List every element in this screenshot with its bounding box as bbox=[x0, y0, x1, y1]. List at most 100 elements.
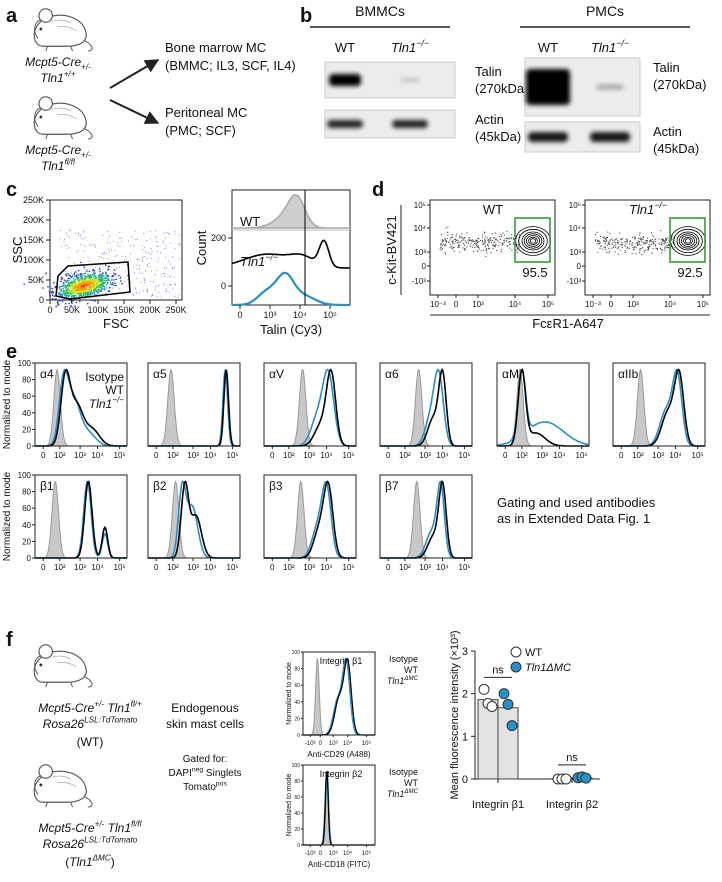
text-segment: Tln1 bbox=[591, 40, 616, 55]
event bbox=[69, 281, 72, 284]
legend-entry: Tln1−/− bbox=[89, 396, 124, 411]
event bbox=[617, 240, 619, 242]
event bbox=[466, 246, 468, 248]
event bbox=[67, 287, 69, 290]
event bbox=[639, 249, 641, 251]
event bbox=[478, 247, 480, 249]
event bbox=[642, 247, 644, 249]
event bbox=[463, 237, 465, 239]
event bbox=[53, 298, 56, 301]
event bbox=[100, 290, 103, 293]
plot-frame bbox=[302, 651, 376, 736]
event bbox=[156, 236, 158, 238]
event bbox=[456, 233, 458, 235]
event bbox=[451, 248, 453, 250]
event bbox=[23, 283, 25, 286]
event bbox=[165, 291, 167, 293]
event bbox=[115, 267, 117, 269]
event bbox=[662, 239, 665, 241]
text-segment: Rosa26 bbox=[43, 717, 85, 731]
event bbox=[164, 273, 166, 275]
event bbox=[93, 293, 96, 295]
tick-label: 10³ bbox=[652, 451, 664, 460]
event bbox=[87, 284, 89, 286]
event bbox=[119, 263, 121, 265]
event bbox=[511, 233, 513, 236]
event bbox=[81, 295, 83, 298]
tick-label: -10³ bbox=[412, 277, 427, 286]
event bbox=[518, 247, 520, 249]
tick-label: 10⁴ bbox=[509, 300, 522, 309]
event bbox=[64, 289, 66, 292]
event bbox=[81, 291, 84, 293]
event bbox=[103, 281, 105, 284]
event bbox=[67, 277, 70, 279]
event bbox=[94, 275, 97, 277]
text-segment: Tln1 bbox=[40, 71, 63, 85]
event bbox=[124, 255, 126, 257]
event bbox=[149, 238, 151, 240]
event bbox=[101, 271, 103, 273]
event bbox=[513, 243, 515, 245]
event bbox=[661, 252, 663, 254]
integrin-label: β2 bbox=[153, 479, 167, 493]
tick-label: 100K bbox=[23, 255, 44, 265]
outcome: (PMC; SCF) bbox=[165, 123, 236, 138]
panel-label: f bbox=[6, 629, 13, 651]
text-segment: Singlets bbox=[203, 768, 241, 779]
event bbox=[88, 279, 91, 281]
tick-label: 10⁵ bbox=[692, 451, 704, 460]
event bbox=[62, 285, 64, 287]
data-point bbox=[506, 720, 518, 732]
event bbox=[117, 242, 119, 244]
event bbox=[607, 231, 609, 233]
event bbox=[95, 246, 97, 248]
event bbox=[112, 275, 115, 277]
event bbox=[97, 270, 99, 272]
band bbox=[400, 78, 420, 82]
tick-label: 0 bbox=[319, 741, 323, 747]
event bbox=[647, 249, 649, 251]
event bbox=[478, 248, 480, 250]
event bbox=[640, 240, 643, 242]
event bbox=[93, 279, 95, 282]
event bbox=[82, 289, 85, 292]
event bbox=[626, 247, 628, 249]
event bbox=[66, 232, 68, 234]
event bbox=[48, 290, 51, 293]
event bbox=[157, 284, 159, 286]
event bbox=[470, 243, 472, 245]
event bbox=[165, 256, 167, 258]
event bbox=[80, 237, 82, 239]
tick-label: 10³ bbox=[263, 310, 276, 320]
event bbox=[440, 233, 442, 235]
event bbox=[104, 277, 107, 279]
event bbox=[59, 291, 61, 293]
event bbox=[75, 301, 78, 304]
text-segment: Rosa26 bbox=[43, 837, 85, 851]
event bbox=[643, 243, 645, 245]
event bbox=[110, 279, 113, 281]
text-segment: Mcpt5-Cre bbox=[38, 701, 94, 715]
event bbox=[659, 247, 662, 250]
event bbox=[650, 239, 652, 241]
event bbox=[484, 241, 486, 244]
event bbox=[104, 252, 106, 254]
event bbox=[103, 277, 106, 279]
event bbox=[92, 273, 95, 276]
axis-label: FcεR1-A647 bbox=[532, 316, 604, 331]
lane-label: WT bbox=[335, 40, 355, 55]
event bbox=[53, 282, 55, 284]
event bbox=[86, 285, 88, 287]
event bbox=[60, 290, 63, 292]
event bbox=[75, 295, 77, 297]
event bbox=[75, 289, 77, 291]
text-segment: Isotype bbox=[85, 370, 124, 384]
event bbox=[169, 243, 171, 245]
tick-label: -10³ bbox=[567, 277, 582, 286]
event bbox=[631, 244, 633, 246]
event bbox=[89, 289, 92, 291]
event bbox=[68, 295, 71, 297]
event bbox=[135, 264, 137, 266]
event bbox=[94, 289, 97, 292]
